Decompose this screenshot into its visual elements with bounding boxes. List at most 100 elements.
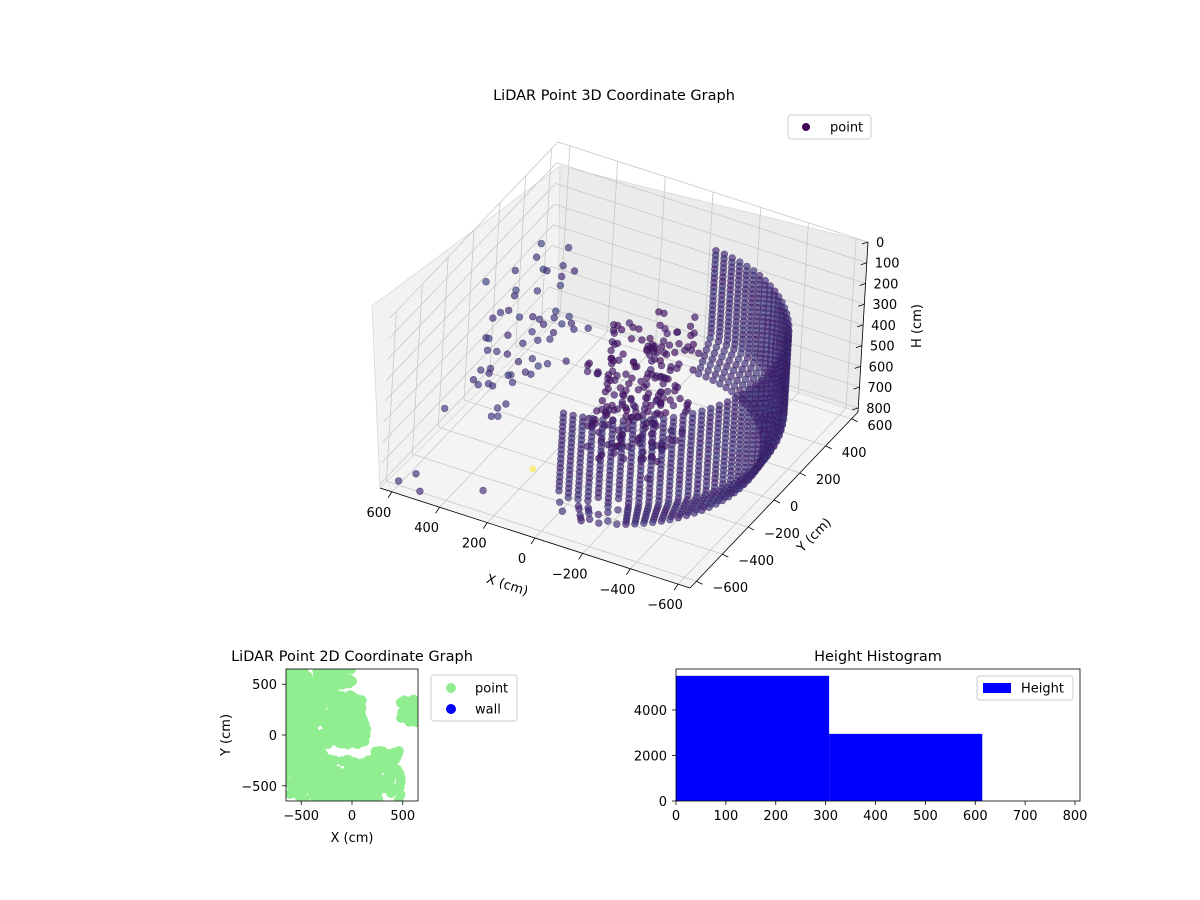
x-tick-mark bbox=[626, 568, 631, 575]
data-point-2d bbox=[326, 769, 337, 780]
z-axis-label-3d: H (cm) bbox=[910, 304, 925, 348]
y-tick-label: 600 bbox=[868, 419, 893, 434]
z-tick-mark bbox=[858, 303, 865, 307]
x-tick-mark bbox=[482, 522, 488, 529]
x-tick-mark bbox=[673, 583, 679, 591]
data-point bbox=[664, 375, 672, 383]
data-point bbox=[681, 346, 689, 354]
legend-hist: Height bbox=[976, 675, 1074, 701]
data-point bbox=[687, 346, 696, 354]
data-point bbox=[622, 370, 630, 378]
data-point bbox=[617, 326, 626, 334]
legend-3d-label: point bbox=[830, 121, 863, 136]
data-point bbox=[673, 328, 681, 336]
chart-2d-title: LiDAR Point 2D Coordinate Graph bbox=[231, 649, 473, 665]
data-point bbox=[674, 513, 682, 522]
y-tick-label-2d: 500 bbox=[252, 678, 277, 693]
x-tick-label: −200 bbox=[552, 567, 588, 582]
data-point-2d bbox=[361, 772, 372, 783]
y-tick-label-hist: 0 bbox=[659, 795, 667, 810]
data-point bbox=[534, 362, 542, 370]
grid-line-z bbox=[555, 183, 866, 284]
data-point bbox=[483, 346, 492, 354]
data-point bbox=[651, 374, 659, 382]
data-point bbox=[698, 506, 706, 514]
data-point bbox=[666, 515, 674, 524]
data-point-2d bbox=[314, 679, 324, 690]
legend-2d: point wall bbox=[430, 674, 518, 722]
data-point bbox=[534, 336, 542, 344]
x-tick-label-hist: 500 bbox=[913, 809, 938, 824]
data-point bbox=[644, 407, 652, 416]
data-point bbox=[477, 366, 485, 374]
data-point bbox=[546, 335, 554, 343]
y-tick-label: 0 bbox=[790, 500, 798, 515]
data-point-2d bbox=[386, 767, 397, 778]
data-point bbox=[657, 361, 666, 370]
data-point bbox=[594, 493, 602, 502]
data-point-2d bbox=[357, 731, 368, 742]
data-point-2d bbox=[309, 727, 320, 738]
data-point bbox=[728, 387, 736, 396]
data-point-2d bbox=[302, 678, 313, 689]
grid-line-y bbox=[541, 148, 552, 319]
data-point bbox=[631, 520, 639, 528]
data-point bbox=[689, 366, 697, 374]
data-point bbox=[577, 517, 585, 525]
data-point bbox=[620, 391, 628, 400]
data-point bbox=[643, 374, 651, 382]
x-tick-mark bbox=[578, 553, 584, 560]
legend-2d-marker-point bbox=[446, 683, 456, 693]
data-point-2d bbox=[288, 669, 299, 676]
data-point bbox=[653, 348, 662, 356]
y-tick-mark bbox=[696, 580, 703, 585]
data-point-2d bbox=[308, 755, 319, 766]
x-tick-mark bbox=[435, 507, 440, 514]
data-point bbox=[505, 306, 513, 315]
data-point bbox=[709, 376, 717, 384]
data-point bbox=[694, 370, 703, 378]
z-tick-label: 500 bbox=[870, 340, 895, 355]
z-tick-label: 0 bbox=[876, 236, 884, 251]
data-point-2d bbox=[328, 784, 339, 795]
data-point-2d bbox=[308, 790, 319, 800]
data-point bbox=[564, 243, 573, 252]
data-point bbox=[722, 383, 730, 392]
data-point-2d bbox=[400, 706, 411, 717]
data-point bbox=[628, 374, 636, 382]
data-point bbox=[485, 334, 493, 343]
data-point bbox=[682, 511, 691, 520]
histogram-title: Height Histogram bbox=[814, 649, 942, 665]
z-tick-mark bbox=[854, 366, 861, 369]
data-point-2d bbox=[330, 697, 341, 708]
y-tick-mark bbox=[799, 472, 807, 477]
data-point bbox=[716, 380, 724, 388]
data-point-2d bbox=[334, 729, 344, 740]
point-cloud-2d bbox=[286, 669, 418, 801]
y-axis-label-2d: Y (cm) bbox=[219, 714, 234, 757]
histogram-chart: Height Histogram 0 100 200 300 400 500 600 700 8… bbox=[634, 649, 1088, 824]
data-point bbox=[441, 404, 449, 413]
data-point-2d bbox=[321, 777, 332, 788]
data-point-2d bbox=[286, 707, 296, 717]
data-point bbox=[660, 309, 668, 317]
data-point bbox=[614, 506, 622, 514]
data-point bbox=[474, 381, 482, 389]
data-point bbox=[690, 509, 698, 517]
data-point bbox=[671, 348, 679, 357]
data-point bbox=[666, 396, 674, 404]
z-tick-mark bbox=[855, 345, 863, 349]
data-point bbox=[555, 487, 563, 495]
data-point bbox=[493, 347, 501, 356]
data-point-2d bbox=[323, 756, 334, 767]
data-point-2d bbox=[286, 726, 295, 736]
grid-line-y bbox=[386, 480, 697, 582]
data-point bbox=[647, 357, 656, 365]
data-point bbox=[502, 400, 510, 408]
data-point-2d bbox=[395, 772, 406, 783]
data-point-2d bbox=[304, 763, 314, 774]
data-point bbox=[592, 407, 601, 415]
y-tick-mark bbox=[747, 526, 755, 531]
data-point bbox=[604, 508, 612, 517]
